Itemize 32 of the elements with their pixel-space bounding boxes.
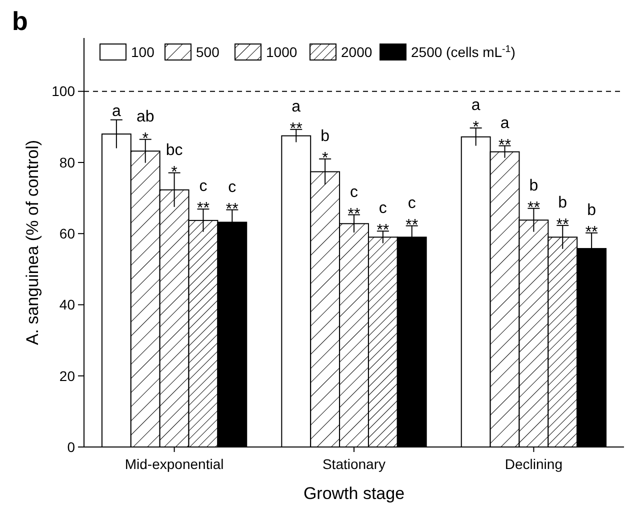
data-label: c ** <box>376 200 390 240</box>
y-axis-title: A. sanguinea (% of control) <box>23 140 42 346</box>
data-label: ab * <box>136 108 154 148</box>
legend-label: 1000 <box>266 44 298 60</box>
data-label: c ** <box>226 178 238 218</box>
data-label: bc * <box>166 142 183 181</box>
x-tick-label: Declining <box>504 456 562 472</box>
data-label: a ** <box>498 114 511 154</box>
data-label: a <box>112 102 121 120</box>
data-label: a * <box>471 96 480 136</box>
legend-label: 100 <box>131 44 155 60</box>
data-label: c ** <box>197 178 210 218</box>
y-tick-label: 100 <box>52 83 76 100</box>
chart-title: b <box>12 6 28 36</box>
data-label: b ** <box>527 177 540 216</box>
data-label: c ** <box>348 184 360 223</box>
data-label: b ** <box>585 202 598 241</box>
y-tick-label: 20 <box>59 368 76 384</box>
y-tick-label: 40 <box>59 296 76 313</box>
data-label: b * <box>320 128 330 167</box>
y-tick-label: 80 <box>59 154 76 170</box>
legend-label: 2500 (cells mL$^{-1}$) <box>411 44 516 60</box>
legend-label: 2000 <box>341 44 372 60</box>
x-tick-label: Stationary <box>322 456 386 472</box>
data-label: c ** <box>406 194 418 234</box>
y-tick-label: 60 <box>59 226 76 242</box>
legend-label: 500 <box>196 44 220 60</box>
y-tick-label: 0 <box>67 438 76 455</box>
x-tick-label: Mid-exponential <box>124 456 224 472</box>
data-label: a ** <box>290 98 302 138</box>
x-axis-title: Growth stage <box>303 484 405 503</box>
data-label: b ** <box>556 194 569 234</box>
